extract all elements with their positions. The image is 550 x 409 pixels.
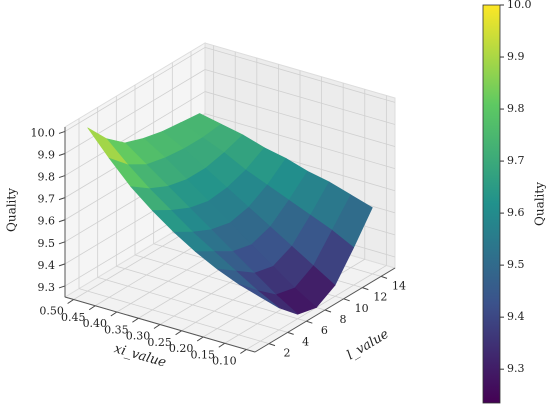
colorbar-tick-label: 9.3	[507, 362, 525, 375]
y-tick-label: 6	[321, 324, 328, 337]
y-tick-label: 12	[373, 291, 387, 304]
x-tick-label: 0.10	[212, 355, 237, 368]
x-tick-label: 0.50	[39, 305, 64, 318]
axis-line	[64, 296, 256, 353]
x-tick-label: 0.30	[126, 330, 151, 343]
y-tick	[343, 298, 350, 302]
z-tick-label: 9.7	[38, 193, 56, 206]
colorbar-tick-label: 9.8	[507, 102, 525, 115]
x-tick	[153, 324, 161, 329]
x-tick	[132, 317, 139, 323]
z-tick-label: 9.4	[38, 259, 56, 272]
axis-line	[254, 267, 396, 353]
x-tick-label: 0.40	[83, 317, 108, 330]
x-tick	[218, 342, 226, 348]
grid-line	[204, 113, 396, 170]
grid-line	[64, 69, 206, 154]
x-tick	[240, 349, 247, 354]
z-tick	[58, 263, 66, 267]
colorbar-label: Quality	[533, 182, 547, 226]
colorbar	[482, 4, 501, 404]
z-tick	[58, 153, 66, 156]
grid-line	[97, 277, 288, 333]
colorbar-tick-label: 9.7	[507, 154, 525, 167]
colorbar-tick-label: 9.4	[507, 310, 525, 323]
grid-line	[78, 288, 270, 344]
y-tick-label: 8	[340, 313, 347, 326]
z-tick-label: 9.9	[38, 148, 56, 161]
z-tick-label: 9.8	[38, 171, 56, 184]
z-tick	[58, 175, 66, 179]
colorbar-tick-label: 9.5	[507, 258, 525, 271]
grid-line	[204, 47, 396, 103]
x-tick-label: 0.45	[61, 311, 86, 324]
x-tick	[67, 299, 74, 304]
z-tick	[58, 219, 66, 223]
x-tick-label: 0.15	[191, 348, 216, 361]
grid-line	[64, 91, 206, 176]
z-tick-label: 9.3	[38, 281, 56, 294]
y-tick-label: 10	[355, 302, 369, 315]
y-tick	[268, 343, 276, 347]
y-axis-label: l_value	[344, 327, 391, 364]
y-tick	[380, 275, 388, 279]
y-tick	[287, 331, 294, 335]
z-tick	[58, 130, 66, 134]
colorbar-tick-label: 9.6	[507, 206, 525, 219]
y-tick-label: 2	[284, 347, 291, 360]
y-tick-label: 14	[392, 279, 406, 292]
colorbar-tick-label: 10.0	[507, 0, 532, 11]
grid-line	[64, 47, 206, 132]
y-tick-label: 4	[302, 335, 309, 348]
grid-line	[116, 265, 307, 322]
z-tick-label: 9.5	[38, 237, 56, 250]
z-tick	[58, 241, 66, 245]
z-tick-label: 9.6	[38, 215, 56, 228]
x-tick-label: 0.35	[104, 323, 129, 336]
x-tick	[196, 336, 204, 342]
z-tick	[58, 285, 66, 289]
y-tick	[306, 320, 313, 324]
z-axis-label: Quality	[5, 188, 19, 232]
grid-line	[204, 69, 396, 125]
surface-cell	[238, 283, 280, 309]
x-tick-label: 0.25	[147, 336, 172, 349]
x-tick	[88, 305, 96, 311]
y-tick	[324, 309, 332, 313]
x-tick	[175, 330, 182, 336]
y-tick	[362, 287, 369, 291]
x-tick-label: 0.20	[169, 342, 194, 355]
grid-line	[204, 91, 396, 147]
x-tick	[110, 311, 118, 317]
z-tick-label: 10.0	[31, 126, 56, 139]
z-tick	[58, 197, 66, 201]
colorbar-tick-label: 9.9	[507, 50, 525, 63]
